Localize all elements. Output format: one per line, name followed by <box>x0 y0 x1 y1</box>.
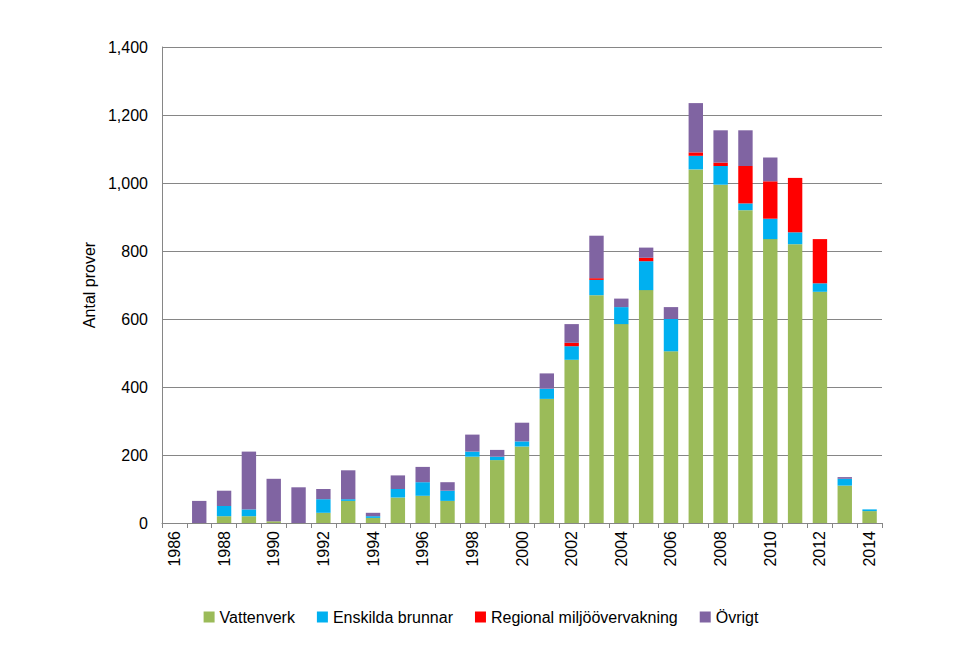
svg-text:2006: 2006 <box>662 531 679 567</box>
svg-text:Övrigt: Övrigt <box>716 609 759 626</box>
svg-text:2002: 2002 <box>563 531 580 567</box>
svg-text:Regional miljöövervakning: Regional miljöövervakning <box>491 609 678 626</box>
svg-text:2000: 2000 <box>514 531 531 567</box>
svg-text:1992: 1992 <box>315 531 332 567</box>
svg-text:1996: 1996 <box>414 531 431 567</box>
svg-text:Enskilda brunnar: Enskilda brunnar <box>333 609 454 626</box>
svg-text:1986: 1986 <box>166 531 183 567</box>
svg-text:1,200: 1,200 <box>108 107 148 124</box>
svg-text:600: 600 <box>121 311 148 328</box>
svg-text:1990: 1990 <box>265 531 282 567</box>
svg-text:Vattenverk: Vattenverk <box>220 609 296 626</box>
svg-text:2008: 2008 <box>712 531 729 567</box>
svg-text:2014: 2014 <box>861 531 878 567</box>
svg-text:1,400: 1,400 <box>108 39 148 56</box>
svg-text:0: 0 <box>139 515 148 532</box>
svg-text:1,000: 1,000 <box>108 175 148 192</box>
svg-text:1998: 1998 <box>464 531 481 567</box>
svg-text:2004: 2004 <box>613 531 630 567</box>
svg-text:Antal prover: Antal prover <box>81 241 98 328</box>
svg-text:1994: 1994 <box>365 531 382 567</box>
svg-text:2010: 2010 <box>762 531 779 567</box>
svg-text:1988: 1988 <box>216 531 233 567</box>
svg-text:800: 800 <box>121 243 148 260</box>
svg-text:400: 400 <box>121 379 148 396</box>
svg-text:200: 200 <box>121 447 148 464</box>
svg-text:2012: 2012 <box>811 531 828 567</box>
